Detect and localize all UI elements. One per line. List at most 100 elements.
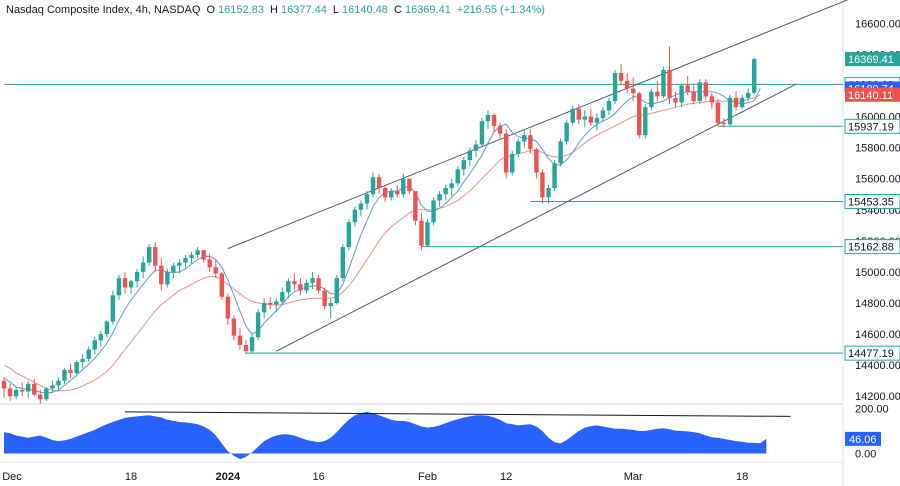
candle-body-94 bbox=[570, 108, 575, 123]
candle-body-42 bbox=[255, 312, 261, 338]
candle-body-81 bbox=[491, 114, 497, 126]
candle-body-76 bbox=[461, 160, 466, 170]
candle-body-40 bbox=[243, 344, 249, 352]
price-tick-4: 15800.00 bbox=[855, 143, 900, 155]
change-value: +216.55 (+1.34%) bbox=[456, 4, 545, 16]
candle-body-83 bbox=[503, 133, 509, 173]
level-badge-3 bbox=[844, 239, 900, 255]
candle-body-87 bbox=[528, 135, 533, 150]
candle-body-82 bbox=[497, 125, 503, 134]
candle-body-104 bbox=[631, 88, 636, 94]
candle-body-66 bbox=[401, 178, 406, 195]
candle-body-35 bbox=[213, 267, 218, 274]
candle-body-13 bbox=[80, 358, 85, 363]
time-tick-1: 18 bbox=[125, 471, 137, 483]
price-tick-10: 14600.00 bbox=[855, 329, 900, 341]
candle-body-52 bbox=[316, 278, 321, 291]
candle-body-32 bbox=[195, 250, 200, 255]
candle-body-95 bbox=[576, 108, 581, 120]
candle-body-79 bbox=[479, 121, 485, 145]
close-value: 16369.41 bbox=[404, 4, 451, 16]
candle-body-36 bbox=[219, 273, 224, 297]
channel-upper bbox=[227, 0, 849, 250]
candle-body-15 bbox=[92, 340, 97, 350]
candle-body-85 bbox=[516, 141, 521, 154]
time-axis[interactable]: Dec 18 2024 16 Feb 12 Mar 18 bbox=[2, 471, 748, 483]
candle-body-71 bbox=[431, 200, 436, 223]
candle-body-80 bbox=[485, 114, 491, 122]
candle-body-67 bbox=[407, 178, 412, 192]
candle-body-56 bbox=[340, 247, 345, 279]
low-label: L bbox=[332, 4, 340, 16]
candle-body-60 bbox=[364, 194, 370, 204]
level-label-4: 14477.19 bbox=[848, 348, 894, 360]
channel-lower bbox=[276, 83, 797, 352]
time-tick-6: Mar bbox=[624, 471, 643, 483]
osc-tick-0: 200.00 bbox=[855, 404, 889, 416]
candle-body-93 bbox=[564, 122, 569, 142]
price-badge-label-0: 16369.41 bbox=[848, 54, 894, 66]
time-tick-3: 16 bbox=[312, 471, 324, 483]
candle-body-115 bbox=[697, 82, 702, 101]
candle-body-110 bbox=[667, 69, 672, 98]
candle-body-4 bbox=[26, 383, 31, 392]
close-label: C bbox=[394, 4, 402, 16]
candle-body-124 bbox=[752, 59, 757, 93]
candle-body-89 bbox=[540, 172, 545, 198]
candle-body-48 bbox=[292, 281, 297, 285]
level-label-1: 15937.19 bbox=[848, 121, 894, 133]
symbol-title[interactable]: Nasdaq Composite Index, 4h, NASDAQ bbox=[6, 4, 201, 16]
candle-body-8 bbox=[50, 385, 55, 389]
candle-body-92 bbox=[558, 141, 563, 164]
candle-body-31 bbox=[189, 254, 194, 258]
candle-body-30 bbox=[183, 257, 188, 263]
candle-body-97 bbox=[588, 116, 594, 123]
level-badge-4 bbox=[844, 345, 900, 361]
candle-body-11 bbox=[68, 369, 73, 373]
price-badges: 16206.6915937.1915453.3515162.8814477.19… bbox=[844, 52, 900, 446]
candle-body-108 bbox=[655, 91, 660, 97]
candle-body-45 bbox=[274, 301, 279, 305]
candle-body-75 bbox=[455, 169, 460, 184]
candle-body-64 bbox=[389, 191, 394, 198]
candle-body-122 bbox=[739, 97, 745, 108]
candle-body-37 bbox=[225, 296, 231, 319]
candle-body-107 bbox=[649, 91, 654, 108]
candle-body-46 bbox=[280, 292, 285, 302]
candle-body-103 bbox=[624, 80, 630, 89]
chart-grid bbox=[0, 0, 844, 486]
time-tick-4: Feb bbox=[418, 471, 437, 483]
candle-body-47 bbox=[286, 281, 291, 293]
candle-body-6 bbox=[38, 394, 43, 400]
candle-body-90 bbox=[546, 188, 551, 198]
candle-body-27 bbox=[165, 271, 170, 285]
oscillator-area bbox=[4, 411, 767, 460]
candle-body-38 bbox=[231, 318, 237, 336]
trend-channel bbox=[227, 0, 849, 352]
candle-body-16 bbox=[98, 334, 103, 341]
candle-body-117 bbox=[709, 96, 715, 103]
candle-body-12 bbox=[74, 362, 79, 373]
price-badge-2 bbox=[845, 87, 900, 102]
candle-body-54 bbox=[328, 303, 333, 307]
price-tick-11: 14400.00 bbox=[855, 360, 900, 372]
price-tick-8: 15000.00 bbox=[855, 267, 900, 279]
candle-body-68 bbox=[413, 191, 418, 221]
time-tick-2: 2024 bbox=[216, 471, 241, 483]
osc-tick-1: 0.00 bbox=[855, 449, 876, 461]
open-label: O bbox=[206, 4, 216, 16]
candle-body-118 bbox=[715, 102, 721, 123]
candle-body-7 bbox=[44, 388, 49, 400]
candle-body-70 bbox=[425, 222, 430, 246]
candle-body-96 bbox=[582, 116, 587, 120]
moving-averages bbox=[3, 88, 761, 394]
time-tick-5: 12 bbox=[500, 471, 512, 483]
candle-body-33 bbox=[201, 250, 206, 260]
candle-body-19 bbox=[116, 278, 122, 296]
candle-body-101 bbox=[612, 73, 618, 101]
fast-ma-line bbox=[3, 88, 761, 394]
candle-body-21 bbox=[128, 281, 134, 288]
price-badge-0 bbox=[845, 52, 900, 67]
candle-body-91 bbox=[552, 163, 557, 189]
